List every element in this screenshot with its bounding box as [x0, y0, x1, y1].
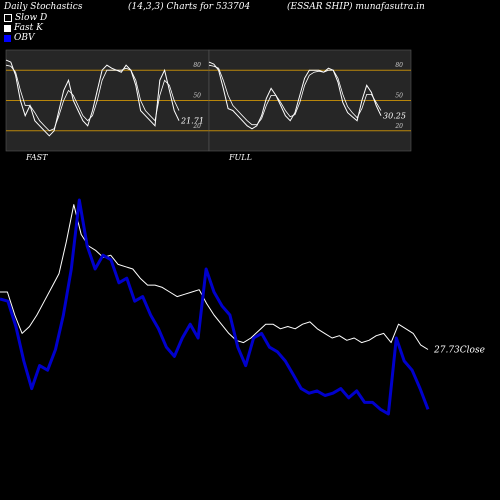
- stochastic-full-panel: 80 50 20 30.25 FULL: [208, 49, 412, 162]
- fast-panel-label: FAST: [25, 153, 48, 162]
- legend-swatch-slow-d: [4, 14, 12, 22]
- close-value-label: 27.73Close: [433, 346, 485, 356]
- fast-level-label-20: 20: [192, 123, 201, 130]
- full-series-fast-k: [208, 61, 382, 130]
- legend-swatch-obv: [4, 34, 11, 42]
- fast-series-slow-d: [5, 64, 180, 132]
- full-last-value: 30.25: [383, 112, 406, 121]
- legend-item-fast-k: Fast K: [4, 23, 43, 33]
- chart-subtitle: (14,3,3) Charts for 533704: [128, 2, 251, 12]
- main-series-obv: [0, 198, 430, 416]
- legend-swatch-fast-k: [4, 24, 11, 32]
- source-label: (ESSAR SHIP) munafasutra.in: [287, 2, 425, 12]
- chart-title: Daily Stochastics: [4, 2, 83, 12]
- fast-series-fast-k: [5, 59, 180, 137]
- full-series-slow-d: [208, 64, 382, 126]
- legend-item-obv: OBV: [4, 33, 35, 43]
- fast-level-label-80: 80: [193, 62, 201, 69]
- legend-item-slow-d: Slow D: [4, 13, 47, 23]
- fast-level-label-50: 50: [193, 93, 201, 100]
- legend-label-obv: OBV: [14, 33, 35, 43]
- full-level-label-50: 50: [395, 93, 403, 100]
- legend-label-slow-d: Slow D: [15, 13, 48, 23]
- full-panel-label: FULL: [228, 153, 252, 162]
- full-level-label-20: 20: [394, 123, 403, 130]
- main-series-close: [0, 204, 429, 350]
- full-level-label-80: 80: [395, 62, 403, 69]
- fast-last-value: 21.71: [180, 117, 204, 126]
- price-obv-panel: 27.73Close: [0, 198, 485, 416]
- legend-label-fast-k: Fast K: [14, 23, 43, 33]
